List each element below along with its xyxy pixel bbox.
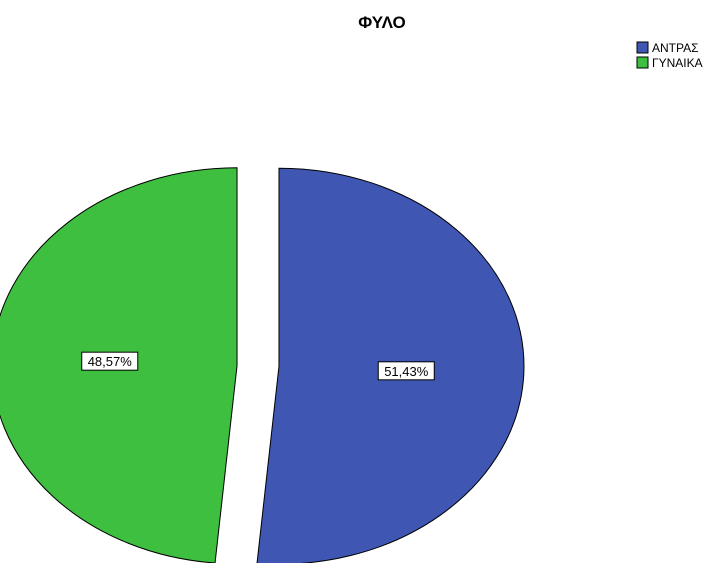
chart-title: ΦΥΛΟ — [358, 13, 405, 32]
legend: ΑΝΤΡΑΣ ΓΥΝΑΙΚΑ — [636, 41, 703, 70]
pie-data-labels: 51,43% 48,57% — [81, 351, 435, 381]
data-label-antras: 51,43% — [377, 361, 435, 381]
legend-label-gynaika: ΓΥΝΑΙΚΑ — [652, 56, 703, 70]
legend-label-antras: ΑΝΤΡΑΣ — [652, 41, 699, 55]
data-label-box — [81, 351, 139, 371]
pie-slices — [0, 167, 525, 563]
legend-item-antras: ΑΝΤΡΑΣ — [636, 41, 699, 55]
data-label-box — [377, 361, 435, 381]
data-label-text: 48,57% — [88, 354, 133, 369]
legend-item-gynaika: ΓΥΝΑΙΚΑ — [636, 56, 703, 70]
data-label-text: 51,43% — [384, 364, 429, 379]
legend-swatch-antras — [636, 41, 649, 54]
legend-swatch-gynaika — [636, 56, 649, 69]
data-label-gynaika: 48,57% — [81, 351, 139, 371]
